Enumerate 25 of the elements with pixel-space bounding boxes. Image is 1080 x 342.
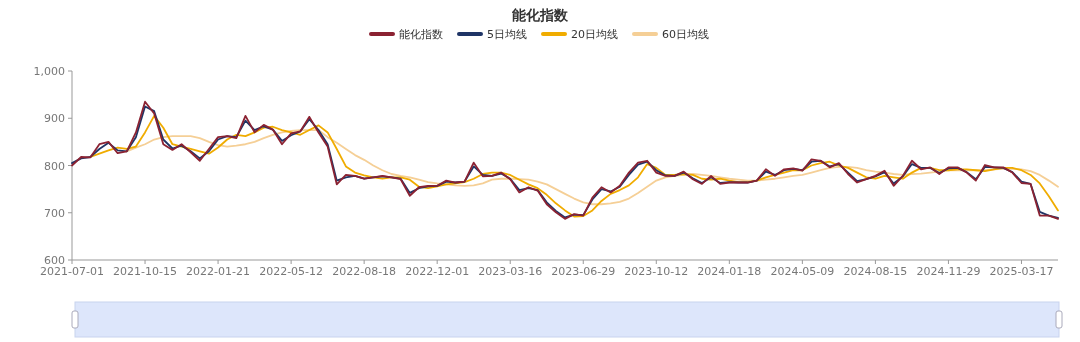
- chart-title: 能化指数: [512, 7, 569, 23]
- x-tick-label: 2024-11-29: [916, 265, 981, 278]
- y-tick-label: 800: [44, 159, 65, 173]
- x-tick-label: 2023-10-12: [624, 265, 689, 278]
- x-tick-label: 2022-01-21: [186, 265, 251, 278]
- y-tick-label: 700: [44, 206, 65, 220]
- legend-label: 20日均线: [571, 28, 618, 41]
- x-tick-label: 2024-08-15: [843, 265, 908, 278]
- x-tick-label: 2022-08-18: [332, 265, 397, 278]
- x-tick-label: 2021-10-15: [113, 265, 178, 278]
- legend-label: 60日均线: [662, 28, 709, 41]
- x-tick-label: 2022-12-01: [405, 265, 470, 278]
- y-tick-label: 600: [44, 254, 65, 267]
- x-tick-label: 2024-01-18: [697, 265, 762, 278]
- line-series: [125, 129, 1059, 206]
- x-tick-label: 2023-06-29: [551, 265, 616, 278]
- x-tick-label: 2025-03-17: [989, 265, 1054, 278]
- x-tick-label: 2021-07-01: [40, 265, 104, 278]
- legend-label: 能化指数: [399, 28, 443, 41]
- x-tick-label: 2024-05-09: [770, 265, 835, 278]
- y-tick-label: 1,000: [33, 65, 65, 78]
- legend-label: 5日均线: [487, 28, 527, 41]
- x-tick-label: 2022-05-12: [259, 265, 324, 278]
- y-tick-label: 900: [44, 112, 65, 126]
- x-tick-label: 2023-03-16: [478, 265, 543, 278]
